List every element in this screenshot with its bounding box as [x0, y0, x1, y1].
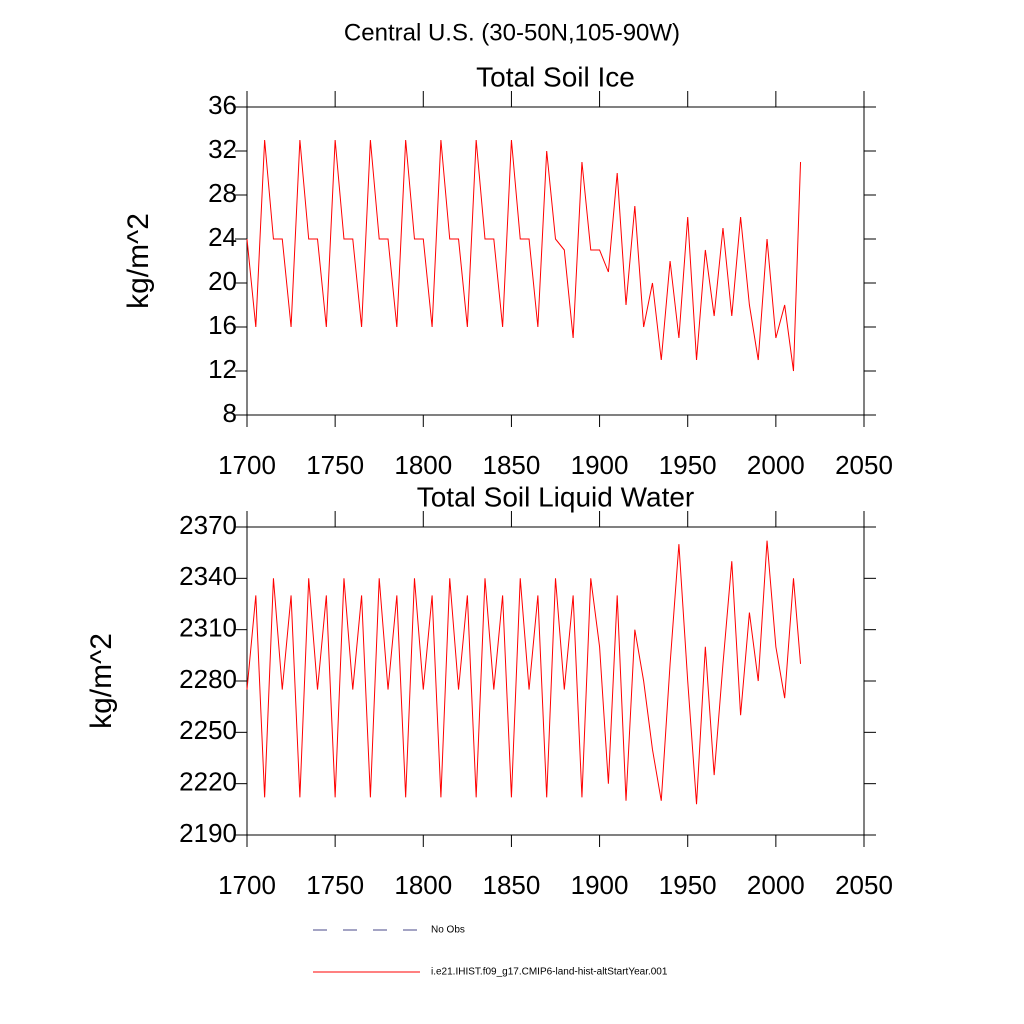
x-tick-label: 1900 — [571, 450, 629, 480]
x-tick-label: 1800 — [394, 870, 452, 900]
x-tick-label: 2000 — [747, 450, 805, 480]
legend-label: i.e21.IHIST.f09_g17.CMIP6-land-hist-altS… — [431, 967, 668, 978]
x-tick-label: 1950 — [659, 450, 717, 480]
chart-title: Total Soil Ice — [476, 61, 635, 92]
x-tick-label: 1750 — [306, 450, 364, 480]
x-tick-label: 1750 — [306, 870, 364, 900]
data-line — [246, 540, 802, 805]
legend-label: No Obs — [431, 925, 465, 936]
y-tick-label: 2220 — [179, 767, 237, 797]
figure-title: Central U.S. (30-50N,105-90W) — [344, 19, 680, 46]
x-tick-label: 1900 — [571, 870, 629, 900]
y-tick-label: 2340 — [179, 561, 237, 591]
y-tick-label: 2310 — [179, 613, 237, 643]
x-tick-label: 1950 — [659, 870, 717, 900]
x-tick-label: 2000 — [747, 870, 805, 900]
y-tick-label: 28 — [208, 178, 237, 208]
y-tick-label: 8 — [223, 398, 237, 428]
y-axis-label: kg/m^2 — [122, 213, 155, 309]
y-tick-label: 16 — [208, 310, 237, 340]
y-axis-label: kg/m^2 — [85, 633, 118, 729]
x-tick-label: 2050 — [835, 870, 893, 900]
y-tick-label: 2280 — [179, 664, 237, 694]
y-tick-label: 36 — [208, 90, 237, 120]
x-tick-label: 2050 — [835, 450, 893, 480]
x-tick-label: 1800 — [394, 450, 452, 480]
chart-title: Total Soil Liquid Water — [417, 481, 695, 512]
y-tick-label: 20 — [208, 266, 237, 296]
data-line — [246, 139, 802, 372]
y-tick-label: 2370 — [179, 510, 237, 540]
y-tick-label: 12 — [208, 354, 237, 384]
y-tick-label: 24 — [208, 222, 237, 252]
y-tick-label: 2250 — [179, 715, 237, 745]
y-tick-label: 2190 — [179, 818, 237, 848]
x-tick-label: 1700 — [218, 450, 276, 480]
y-tick-label: 32 — [208, 134, 237, 164]
x-tick-label: 1850 — [483, 450, 541, 480]
plot-frame — [246, 106, 865, 416]
x-tick-label: 1700 — [218, 870, 276, 900]
x-tick-label: 1850 — [483, 870, 541, 900]
